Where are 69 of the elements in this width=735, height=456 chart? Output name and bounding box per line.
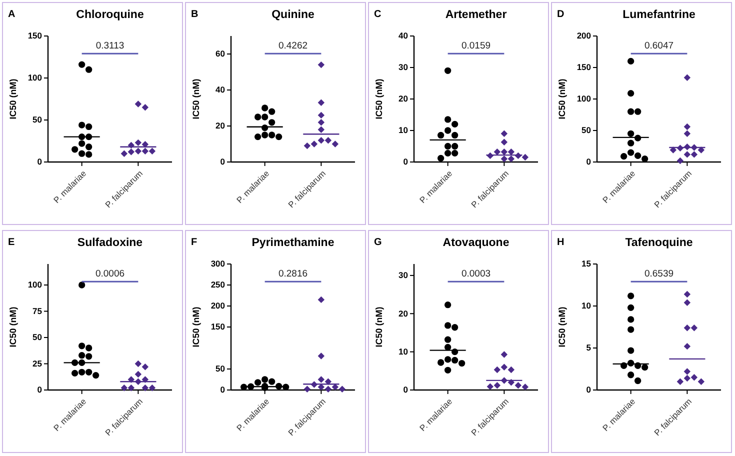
y-tick-label: 20: [398, 94, 408, 104]
y-tick-label: 40: [216, 84, 226, 95]
y-tick-label: 40: [398, 30, 408, 41]
annotation: 0.2816: [278, 268, 308, 280]
annotation: 0.6047: [644, 40, 674, 52]
y-tick-label: 100: [28, 280, 42, 290]
y-tick-label: 100: [576, 94, 592, 104]
chart-title: Sulfadoxine: [77, 237, 143, 249]
y-axis-title: IC50 (nM): [191, 306, 201, 348]
text: B: [191, 9, 198, 20]
y-tick-label: 100: [28, 72, 42, 83]
annotation: 0.3113: [96, 40, 124, 52]
chart-title: Lumefantrine: [622, 9, 696, 21]
text: F: [191, 237, 198, 248]
y-tick-label: 0: [220, 156, 226, 167]
y-axis-title: IC50 (nM): [374, 306, 384, 348]
y-tick-label: 30: [398, 62, 408, 72]
y-tick-label: 0: [403, 156, 408, 167]
chart-title: Tafenoquine: [625, 237, 693, 249]
chart-title: Chloroquine: [76, 9, 144, 21]
annotation: 0.0003: [461, 268, 491, 280]
y-tick-label: 200: [576, 30, 592, 41]
y-tick-label: 0: [586, 156, 592, 167]
y-tick-label: 60: [216, 48, 226, 59]
annotation: 0.4262: [278, 40, 308, 52]
y-tick-label: 10: [582, 300, 592, 311]
text: G: [374, 237, 382, 248]
y-tick-label: 250: [210, 280, 226, 290]
y-tick-label: 150: [210, 322, 226, 332]
chart-title: Artemether: [445, 9, 508, 21]
y-tick-label: 0: [37, 156, 42, 167]
y-tick-label: 150: [28, 30, 42, 41]
y-tick-label: 50: [32, 332, 42, 342]
y-tick-label: 5: [586, 342, 592, 353]
y-tick-label: 50: [32, 114, 42, 125]
y-tick-label: 0: [220, 384, 226, 395]
y-axis-title: IC50 (nM): [8, 306, 18, 348]
annotation: 0.0159: [461, 40, 491, 52]
y-tick-label: 20: [216, 120, 226, 131]
y-tick-label: 0: [37, 384, 42, 395]
y-tick-label: 10: [398, 125, 408, 136]
y-tick-label: 300: [210, 258, 226, 269]
chart-title: Quinine: [272, 9, 314, 21]
y-axis-title: IC50 (nM): [191, 78, 201, 120]
y-tick-label: 50: [216, 364, 226, 374]
y-tick-label: 0: [403, 384, 408, 395]
y-tick-label: 0: [586, 384, 592, 395]
y-axis-title: IC50 (nM): [557, 78, 567, 120]
y-tick-label: 150: [576, 62, 592, 72]
chart-title: Pyrimethamine: [252, 237, 334, 249]
y-axis-title: IC50 (nM): [8, 78, 18, 120]
y-axis-title: IC50 (nM): [557, 306, 567, 348]
text: E: [8, 237, 15, 248]
y-tick-label: 50: [582, 125, 592, 136]
y-tick-label: 25: [32, 358, 42, 368]
annotation: 0.6539: [644, 268, 674, 280]
text: D: [557, 9, 564, 20]
text: C: [374, 9, 382, 20]
text: A: [8, 9, 16, 20]
chart-title: Atovaquone: [442, 237, 510, 249]
y-tick-label: 75: [32, 306, 42, 316]
y-tick-label: 20: [398, 308, 408, 318]
y-tick-label: 15: [582, 258, 592, 269]
y-tick-label: 200: [210, 300, 226, 311]
text: H: [557, 237, 564, 248]
y-tick-label: 30: [398, 270, 408, 280]
annotation: 0.0006: [95, 268, 125, 280]
y-axis-title: IC50 (nM): [374, 78, 384, 120]
y-tick-label: 10: [398, 346, 408, 357]
